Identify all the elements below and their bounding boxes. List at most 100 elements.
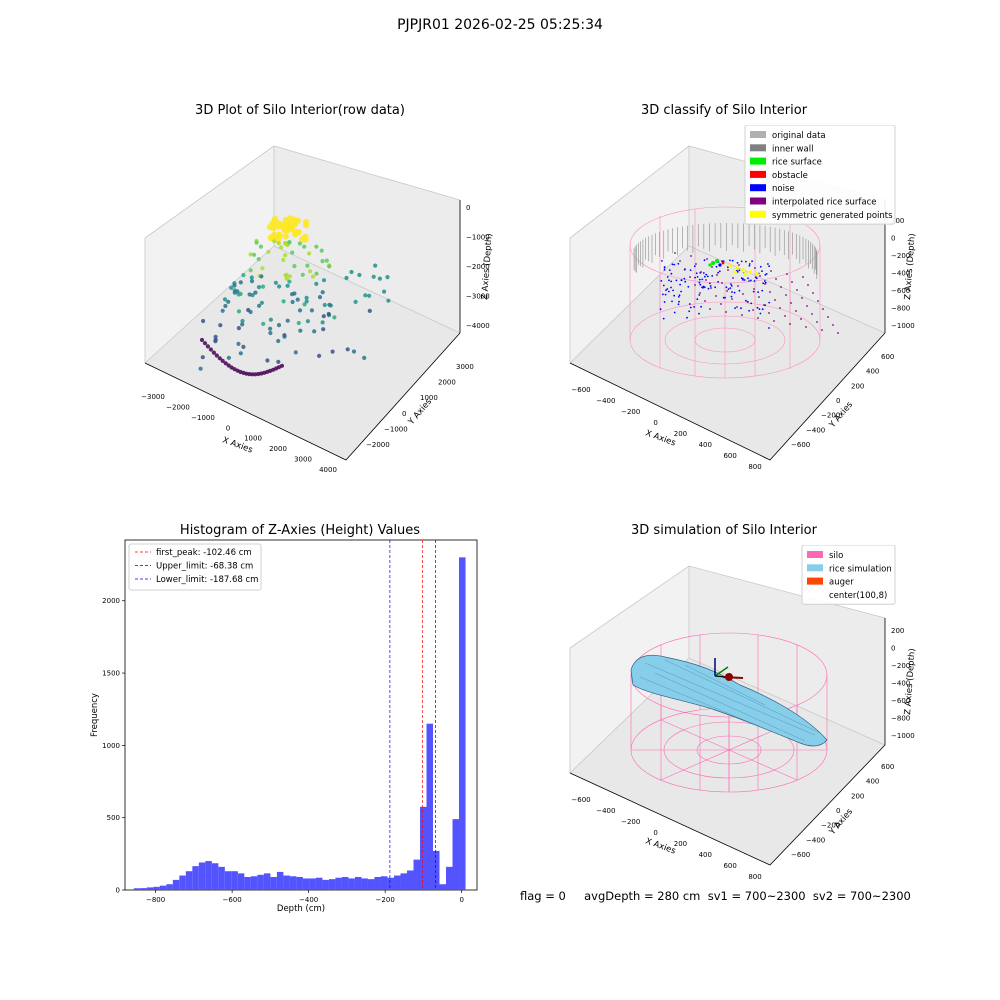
noise-point	[759, 265, 762, 268]
data-point	[319, 248, 324, 253]
interpolated-point	[774, 299, 776, 301]
data-point	[276, 241, 281, 246]
histogram-bar	[166, 884, 173, 890]
noise-point	[689, 269, 692, 271]
y-tick-label: 0	[836, 807, 840, 815]
interpolated-point	[811, 313, 813, 315]
data-point	[198, 366, 203, 371]
noise-point	[704, 275, 706, 278]
interpolated-point	[684, 268, 686, 270]
noise-point	[725, 286, 728, 289]
legend-label: auger	[829, 578, 854, 588]
data-point	[236, 326, 241, 331]
noise-point	[693, 265, 696, 268]
noise-point	[662, 317, 665, 320]
histogram-bar	[276, 871, 284, 890]
noise-point	[761, 289, 764, 292]
z-tick-label: 0	[891, 645, 895, 653]
y-tick-label: 500	[107, 814, 120, 822]
legend-swatch	[750, 210, 766, 218]
legend-swatch	[750, 144, 766, 152]
noise-point	[663, 266, 666, 269]
histogram-bar	[387, 877, 394, 890]
noise-point	[738, 269, 741, 272]
noise-point	[724, 296, 726, 299]
interpolated-point	[816, 321, 818, 323]
interpolated-point	[753, 288, 755, 290]
noise-point	[660, 280, 663, 282]
noise-point	[733, 291, 736, 294]
noise-point	[693, 306, 695, 308]
histogram-bar	[140, 888, 147, 890]
data-point	[279, 245, 284, 250]
data-point	[320, 320, 325, 325]
interpolated-point	[747, 301, 749, 303]
interpolated-point	[806, 305, 808, 307]
data-point	[314, 244, 319, 249]
data-point	[277, 284, 282, 289]
noise-point	[734, 307, 736, 309]
noise-point	[683, 277, 686, 280]
histogram-bar	[309, 878, 316, 890]
histogram-bar	[146, 887, 154, 890]
x-tick-label: 0	[459, 896, 463, 904]
data-point	[326, 311, 331, 317]
histogram-bar	[133, 888, 141, 890]
raw-plot-title: 3D Plot of Silo Interior(row data)	[195, 103, 405, 118]
noise-point	[768, 265, 770, 267]
noise-point	[694, 276, 696, 279]
data-point	[330, 349, 335, 354]
data-point	[321, 278, 327, 283]
z-tick-label: 0	[891, 235, 895, 243]
rice-surface-points	[708, 259, 759, 276]
interpolated-point	[770, 270, 772, 272]
noise-point	[748, 264, 751, 267]
x-axis-label: Depth (cm)	[277, 904, 325, 914]
interpolated-point	[784, 315, 786, 317]
interpolated-point	[769, 291, 771, 293]
noise-point	[759, 312, 762, 315]
interpolated-point	[674, 252, 676, 254]
x-axis-label: X Axies	[644, 428, 677, 448]
data-point	[357, 272, 362, 278]
noise-point	[662, 284, 665, 287]
data-point	[367, 293, 372, 298]
data-point	[259, 300, 264, 305]
noise-point	[709, 282, 711, 285]
histogram-bar	[459, 557, 466, 890]
interpolated-point	[807, 284, 809, 286]
data-point	[247, 292, 252, 297]
data-point	[283, 253, 288, 258]
legend-label: Lower_limit: -187.68 cm	[156, 575, 258, 585]
z-tick-label: −400	[891, 270, 910, 278]
z-axis-ticks: 200 0 −200 −400 −600 −800 −1000	[891, 217, 915, 330]
interpolated-point	[786, 273, 788, 275]
x-tick-label: −1000	[191, 414, 215, 422]
histogram-bar	[250, 876, 258, 890]
histogram-bar	[341, 876, 349, 890]
legend-label: symmetric generated points	[772, 211, 893, 221]
legend-label: interpolated rice surface	[772, 198, 877, 208]
data-point	[223, 303, 228, 309]
noise-point	[702, 285, 705, 288]
noise-point	[762, 282, 765, 285]
x-tick-label: −3000	[141, 393, 165, 401]
noise-point	[680, 279, 683, 282]
interpolated-point	[731, 298, 733, 300]
surface-mesh-lines	[639, 659, 821, 742]
data-point	[294, 217, 301, 225]
data-point	[283, 240, 288, 246]
interpolated-point	[821, 329, 823, 331]
x-tick-label: −200	[621, 818, 640, 826]
y-tick-label: 400	[866, 778, 879, 786]
z-tick-label: −200	[891, 252, 910, 260]
noise-point	[727, 266, 729, 269]
histogram-chart: −800 −600 −400 −200 0 0 500 1000 1500 2000 first…	[90, 539, 478, 914]
data-point	[249, 275, 254, 280]
data-point	[287, 274, 292, 279]
interpolated-point	[720, 303, 722, 305]
histogram-bar	[315, 877, 323, 890]
data-point	[297, 241, 302, 246]
data-point	[300, 272, 305, 277]
data-point	[258, 244, 263, 249]
